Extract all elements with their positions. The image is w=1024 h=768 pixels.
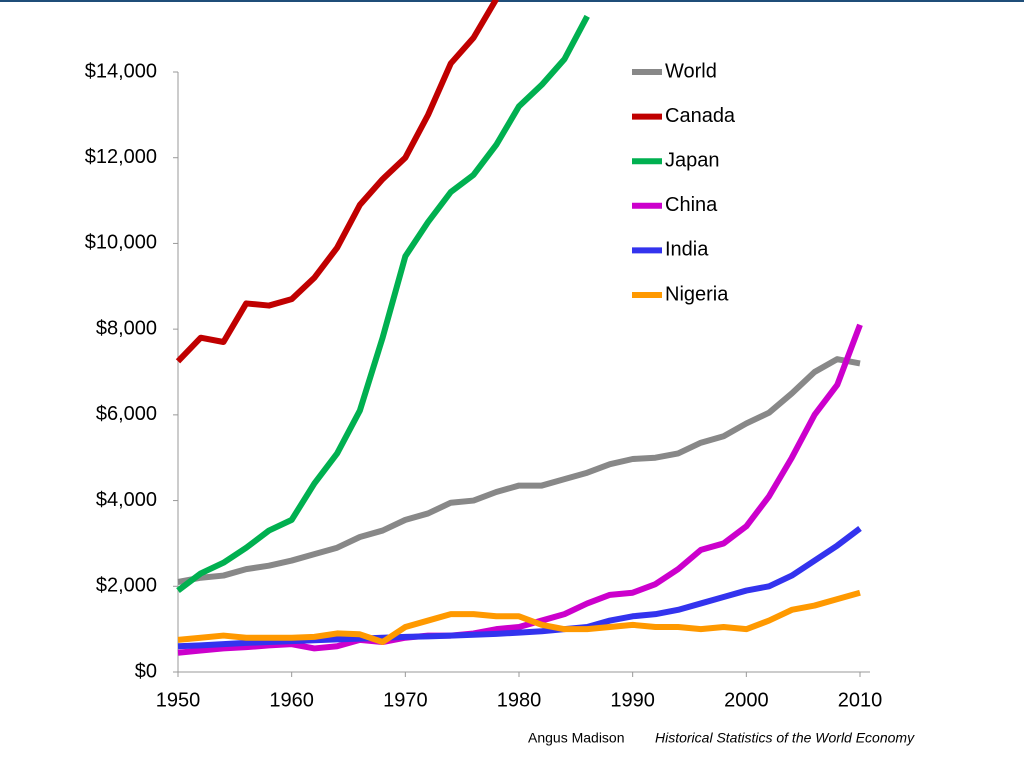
legend-label: China — [665, 194, 718, 216]
legend-label: World — [665, 60, 717, 82]
x-tick-label: 1980 — [497, 689, 542, 711]
x-tick-label: 1970 — [383, 689, 428, 711]
series-line — [177, 323, 863, 656]
source-author: Angus Madison — [528, 730, 625, 746]
legend-label: Japan — [665, 149, 720, 171]
series-line — [176, 14, 590, 593]
legend-label: India — [665, 239, 709, 261]
legend-label: Canada — [665, 105, 736, 127]
y-tick-label: $4,000 — [96, 489, 157, 511]
x-tick-label: 1960 — [269, 689, 314, 711]
series-line — [177, 356, 861, 585]
plot-area — [175, 0, 863, 656]
y-tick-label: $10,000 — [85, 232, 157, 254]
x-tick-label: 2000 — [724, 689, 769, 711]
series-line — [177, 589, 861, 645]
y-tick-label: $8,000 — [96, 317, 157, 339]
y-tick-label: $14,000 — [85, 60, 157, 82]
legend-label: Nigeria — [665, 283, 729, 305]
y-tick-label: $12,000 — [85, 146, 157, 168]
x-tick-label: 1950 — [156, 689, 201, 711]
x-tick-label: 1990 — [610, 689, 655, 711]
y-tick-label: $2,000 — [96, 575, 157, 597]
series-line — [175, 0, 499, 364]
x-tick-label: 2010 — [838, 689, 883, 711]
source-title: Historical Statistics of the World Econo… — [655, 730, 915, 746]
series-line — [177, 526, 862, 650]
y-tick-label: $0 — [135, 660, 157, 682]
y-tick-label: $6,000 — [96, 403, 157, 425]
